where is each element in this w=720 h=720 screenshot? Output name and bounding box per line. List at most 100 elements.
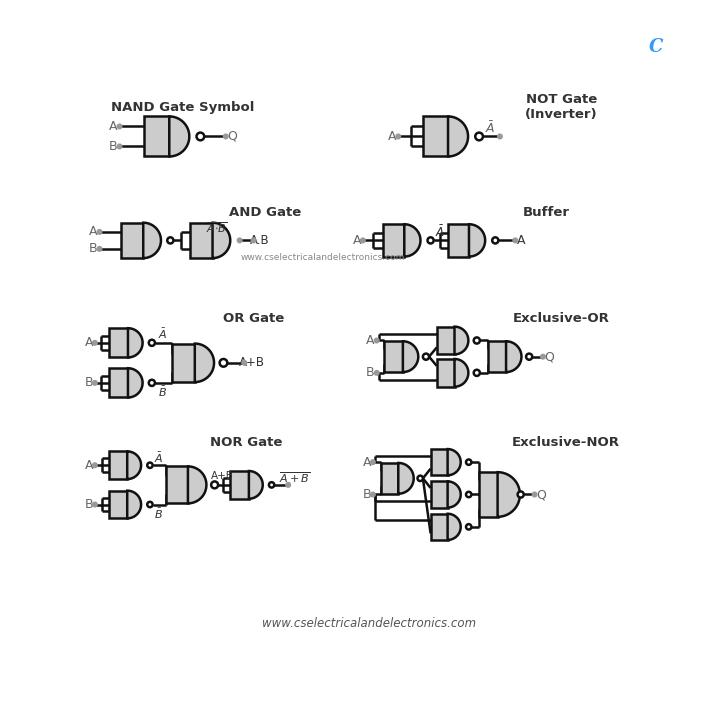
- Circle shape: [371, 492, 375, 497]
- Polygon shape: [431, 449, 448, 475]
- Polygon shape: [109, 368, 128, 397]
- Polygon shape: [448, 514, 461, 540]
- Polygon shape: [454, 359, 468, 387]
- Text: A: A: [89, 225, 98, 238]
- Text: A.B: A.B: [250, 234, 269, 247]
- Text: AND Gate: AND Gate: [229, 206, 301, 219]
- Text: Q: Q: [544, 350, 554, 363]
- Circle shape: [475, 132, 483, 140]
- Text: $\bar{B}$: $\bar{B}$: [154, 507, 163, 521]
- Text: $\overline{A+B}$: $\overline{A+B}$: [279, 471, 311, 485]
- Circle shape: [286, 482, 290, 487]
- Polygon shape: [144, 117, 169, 156]
- Text: NOR Gate: NOR Gate: [210, 436, 282, 449]
- Polygon shape: [448, 117, 468, 156]
- Polygon shape: [437, 327, 454, 354]
- Polygon shape: [109, 328, 128, 357]
- Polygon shape: [454, 327, 468, 354]
- Polygon shape: [190, 222, 212, 258]
- Circle shape: [223, 134, 228, 139]
- Text: $\bar{B}$: $\bar{B}$: [158, 385, 167, 399]
- Text: A: A: [517, 234, 526, 247]
- Polygon shape: [249, 471, 263, 499]
- Circle shape: [242, 361, 246, 365]
- Circle shape: [197, 132, 204, 140]
- Text: C: C: [649, 38, 664, 56]
- Circle shape: [466, 492, 472, 498]
- Polygon shape: [479, 472, 498, 517]
- Polygon shape: [403, 341, 418, 372]
- Text: Exclusive-OR: Exclusive-OR: [513, 312, 610, 325]
- Circle shape: [117, 124, 122, 129]
- Polygon shape: [398, 463, 414, 494]
- Polygon shape: [109, 451, 127, 479]
- Circle shape: [532, 492, 537, 497]
- Text: Exclusive-NOR: Exclusive-NOR: [511, 436, 619, 449]
- Circle shape: [492, 238, 498, 243]
- Circle shape: [238, 238, 242, 243]
- Circle shape: [513, 238, 518, 243]
- Text: A: A: [84, 336, 93, 349]
- Circle shape: [498, 134, 503, 139]
- Circle shape: [361, 238, 365, 243]
- Polygon shape: [405, 224, 420, 256]
- Polygon shape: [448, 449, 461, 475]
- Text: A: A: [109, 120, 117, 133]
- Circle shape: [541, 354, 545, 359]
- Text: $\bar{A}$: $\bar{A}$: [435, 224, 445, 240]
- Circle shape: [374, 338, 379, 343]
- Text: A: A: [366, 334, 375, 347]
- Polygon shape: [169, 117, 189, 156]
- Text: $\overline{A{\cdot}B}$: $\overline{A{\cdot}B}$: [206, 220, 228, 235]
- Polygon shape: [143, 222, 161, 258]
- Polygon shape: [431, 514, 448, 540]
- Text: B: B: [109, 140, 117, 153]
- Circle shape: [93, 341, 97, 345]
- Text: A: A: [388, 130, 396, 143]
- Polygon shape: [487, 341, 506, 372]
- Text: www.cselectricalandelectronics.com: www.cselectricalandelectronics.com: [240, 253, 405, 262]
- Circle shape: [518, 492, 523, 498]
- Polygon shape: [128, 328, 143, 357]
- Circle shape: [93, 503, 97, 507]
- Circle shape: [93, 381, 97, 385]
- Text: A: A: [362, 456, 371, 469]
- Circle shape: [97, 230, 102, 234]
- Circle shape: [418, 476, 423, 481]
- Text: A: A: [352, 234, 361, 247]
- Polygon shape: [383, 224, 405, 256]
- Text: $\bar{A}$: $\bar{A}$: [158, 327, 167, 341]
- Text: B: B: [366, 366, 375, 379]
- Polygon shape: [230, 471, 249, 499]
- Text: A+B: A+B: [211, 471, 234, 481]
- Polygon shape: [469, 224, 485, 256]
- Text: www.cselectricalandelectronics.com: www.cselectricalandelectronics.com: [262, 617, 476, 631]
- Text: S: S: [678, 42, 693, 60]
- Circle shape: [93, 463, 97, 467]
- Polygon shape: [127, 451, 141, 479]
- Circle shape: [396, 134, 400, 139]
- Circle shape: [220, 359, 228, 366]
- Circle shape: [526, 354, 532, 360]
- Polygon shape: [431, 482, 448, 508]
- Text: Q: Q: [227, 130, 237, 143]
- Circle shape: [374, 371, 379, 375]
- Text: NOT Gate
(Inverter): NOT Gate (Inverter): [525, 93, 598, 121]
- Circle shape: [474, 370, 480, 376]
- Circle shape: [148, 462, 153, 468]
- Polygon shape: [121, 222, 143, 258]
- Text: A+B: A+B: [239, 356, 265, 369]
- Polygon shape: [172, 343, 195, 382]
- Text: B: B: [84, 498, 93, 511]
- Circle shape: [148, 502, 153, 507]
- Circle shape: [251, 238, 256, 243]
- Polygon shape: [381, 463, 398, 494]
- Text: B: B: [89, 243, 98, 256]
- Text: B: B: [362, 488, 371, 501]
- Circle shape: [149, 379, 155, 386]
- Polygon shape: [448, 482, 461, 508]
- Polygon shape: [437, 359, 454, 387]
- Polygon shape: [498, 472, 520, 517]
- Text: Buffer: Buffer: [523, 206, 570, 219]
- Circle shape: [149, 340, 155, 346]
